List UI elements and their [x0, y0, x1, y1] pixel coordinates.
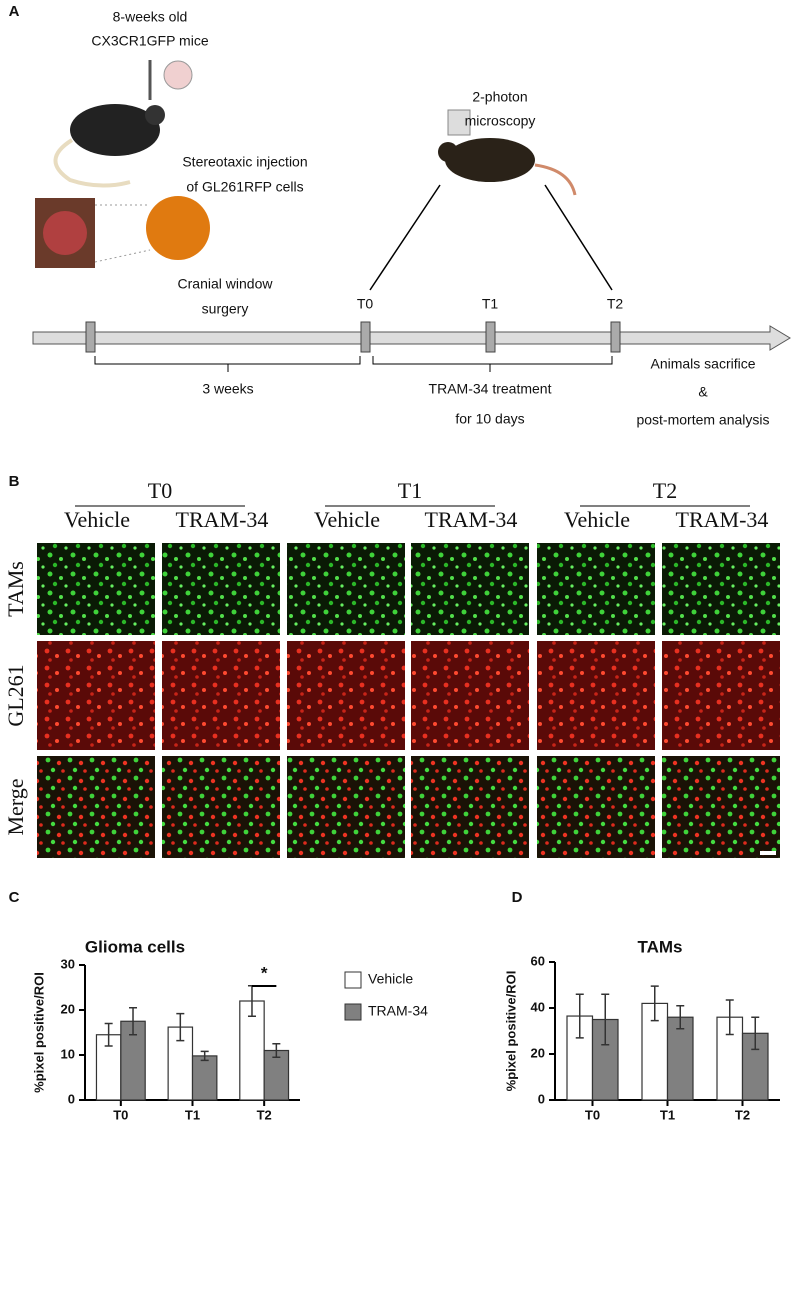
micrograph — [537, 543, 655, 635]
x-tick-label: T1 — [660, 1107, 675, 1122]
x-tick-label: T2 — [257, 1107, 272, 1122]
error-bar — [725, 999, 734, 1036]
y-tick-label: 20 — [61, 1001, 75, 1016]
illustrations — [32, 60, 791, 372]
error-bar — [176, 1012, 185, 1042]
legend-label: Vehicle — [368, 971, 413, 987]
bar — [641, 1002, 669, 1101]
micrograph — [162, 543, 280, 635]
legend-label: TRAM-34 — [368, 1003, 428, 1019]
bar — [666, 1016, 694, 1101]
micrograph — [37, 641, 155, 750]
micrograph — [411, 641, 529, 750]
error-bar — [104, 1022, 113, 1047]
y-tick-label: 10 — [61, 1046, 75, 1061]
x-tick-label: T0 — [585, 1107, 600, 1122]
imaging-label: 2-photon — [472, 89, 527, 105]
injection-label: of GL261RFP cells — [186, 179, 303, 195]
row-label: TAMs — [3, 561, 28, 617]
imaging-label: microscopy — [465, 113, 536, 129]
timepoint-label: T2 — [607, 296, 624, 312]
legend-swatch — [344, 1003, 362, 1021]
micrograph — [662, 543, 780, 635]
mice-label: CX3CR1GFP mice — [91, 33, 208, 49]
micrograph — [287, 756, 405, 858]
y-tick-label: 20 — [531, 1045, 545, 1060]
micrograph — [662, 756, 780, 858]
condition-label: Vehicle — [564, 507, 630, 532]
chart-title: TAMs — [637, 937, 682, 956]
micrograph — [287, 543, 405, 635]
bar — [191, 1055, 218, 1101]
mice-label: 8-weeks old — [113, 9, 188, 25]
row-label: Merge — [3, 778, 28, 835]
panel-letter: A — [9, 3, 20, 20]
scale-bar — [760, 851, 776, 855]
end-label: Animals sacrifice — [650, 356, 755, 372]
error-bar — [650, 985, 659, 1022]
micrograph — [662, 641, 780, 750]
panel-letter: D — [512, 889, 523, 906]
micrograph — [411, 756, 529, 858]
error-bar — [601, 993, 610, 1046]
panel-letter: B — [9, 473, 20, 490]
micrograph — [162, 641, 280, 750]
error-bar — [129, 1007, 138, 1036]
x-tick-label: T1 — [185, 1107, 200, 1122]
x-tick-label: T0 — [113, 1107, 128, 1122]
condition-label: TRAM-34 — [676, 507, 769, 532]
legend-swatch — [344, 971, 362, 989]
condition-label: Vehicle — [314, 507, 380, 532]
y-axis-label: %pixel positive/ROI — [503, 971, 518, 1092]
condition-label: Vehicle — [64, 507, 130, 532]
interval-label: 3 weeks — [202, 381, 253, 397]
chart-title: Glioma cells — [85, 937, 185, 956]
significance-label: * — [261, 963, 268, 982]
end-label: & — [698, 384, 708, 400]
timepoint-header: T1 — [398, 478, 422, 503]
error-bar — [272, 1043, 281, 1058]
row-label: GL261 — [3, 664, 28, 726]
micrograph — [537, 641, 655, 750]
micrograph — [287, 641, 405, 750]
treatment-label: for 10 days — [455, 411, 524, 427]
injection-label: Stereotaxic injection — [182, 154, 307, 170]
panel-letter: C — [9, 889, 20, 906]
x-tick-label: T2 — [735, 1107, 750, 1122]
surgery-label: surgery — [202, 301, 249, 317]
condition-label: TRAM-34 — [425, 507, 518, 532]
error-bar — [751, 1016, 760, 1051]
micrograph — [537, 756, 655, 858]
timepoint-label: T1 — [482, 296, 499, 312]
error-bar — [575, 993, 584, 1039]
timepoint-header: T2 — [653, 478, 677, 503]
micrograph — [37, 543, 155, 635]
surgery-label: Cranial window — [178, 276, 274, 292]
error-bar — [676, 1004, 685, 1030]
y-tick-label: 40 — [531, 999, 545, 1014]
error-bar — [200, 1050, 209, 1062]
end-label: post-mortem analysis — [636, 412, 769, 428]
y-tick-label: 60 — [531, 953, 545, 968]
treatment-label: TRAM-34 treatment — [429, 381, 552, 397]
micrograph — [162, 756, 280, 858]
y-tick-label: 30 — [61, 956, 75, 971]
timepoint-label: T0 — [357, 296, 374, 312]
timepoint-header: T0 — [148, 478, 172, 503]
condition-label: TRAM-34 — [176, 507, 269, 532]
micrograph — [37, 756, 155, 858]
y-tick-label: 0 — [68, 1091, 75, 1106]
bar — [167, 1026, 194, 1101]
y-tick-label: 0 — [538, 1091, 545, 1106]
micrograph — [411, 543, 529, 635]
bar — [263, 1049, 290, 1101]
y-axis-label: %pixel positive/ROI — [31, 972, 46, 1093]
